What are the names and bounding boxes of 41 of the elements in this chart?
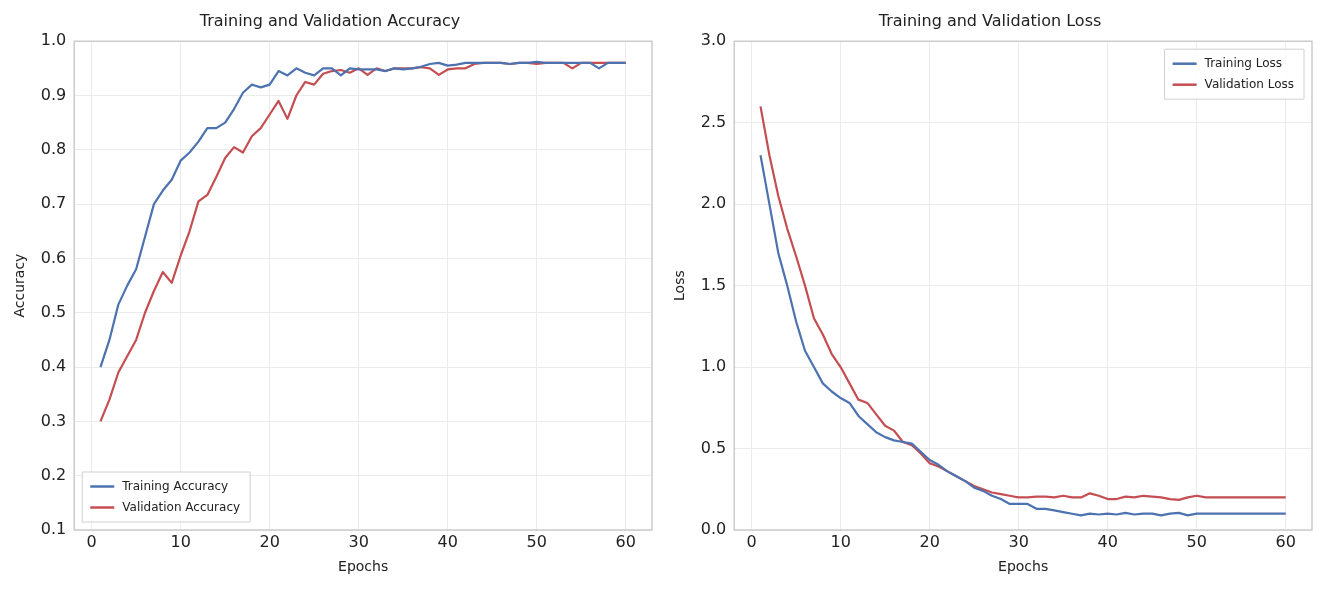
y-tick-label: 0.3: [40, 410, 67, 430]
x-tick-label: 20: [919, 531, 940, 551]
y-tick-label: 0.6: [40, 247, 67, 267]
legend-label: Validation Loss: [1204, 76, 1294, 91]
y-axis-title: Loss: [671, 270, 688, 301]
x-tick-label: 60: [615, 531, 636, 551]
y-tick-label: 0.5: [40, 301, 67, 321]
x-tick-label: 40: [437, 531, 458, 551]
y-tick-label: 0.8: [40, 138, 67, 158]
y-tick-label: 1.0: [700, 356, 727, 376]
y-tick-label: 0.5: [700, 437, 727, 457]
x-axis-title: Epochs: [998, 558, 1049, 575]
x-tick-label: 0: [86, 531, 97, 551]
y-tick-label: 0.9: [40, 84, 67, 104]
y-axis-title: Accuracy: [11, 253, 28, 318]
y-tick-label: 2.5: [700, 111, 727, 131]
chart-title: Training and Validation Loss: [877, 10, 1102, 30]
y-tick-label: 0.7: [40, 193, 67, 213]
y-tick-label: 0.1: [40, 519, 67, 539]
y-tick-label: 2.0: [700, 193, 727, 213]
x-tick-label: 50: [1186, 531, 1207, 551]
x-tick-label: 60: [1275, 531, 1296, 551]
x-tick-label: 20: [259, 531, 280, 551]
chart-title: Training and Validation Accuracy: [198, 10, 461, 30]
x-tick-label: 30: [1008, 531, 1029, 551]
x-tick-label: 10: [830, 531, 851, 551]
y-tick-label: 1.5: [700, 274, 727, 294]
x-axis-title: Epochs: [338, 558, 389, 575]
x-tick-label: 40: [1097, 531, 1118, 551]
x-tick-label: 0: [746, 531, 757, 551]
y-tick-label: 3.0: [700, 30, 727, 50]
legend-label: Training Accuracy: [121, 478, 229, 493]
x-tick-label: 50: [526, 531, 547, 551]
legend-label: Validation Accuracy: [122, 499, 241, 514]
y-tick-label: 0.0: [700, 519, 727, 539]
y-tick-label: 0.4: [40, 356, 67, 376]
x-tick-label: 30: [348, 531, 369, 551]
y-tick-label: 1.0: [40, 30, 67, 50]
legend-label: Training Loss: [1203, 55, 1283, 70]
x-tick-label: 10: [170, 531, 191, 551]
y-tick-label: 0.2: [40, 464, 67, 484]
